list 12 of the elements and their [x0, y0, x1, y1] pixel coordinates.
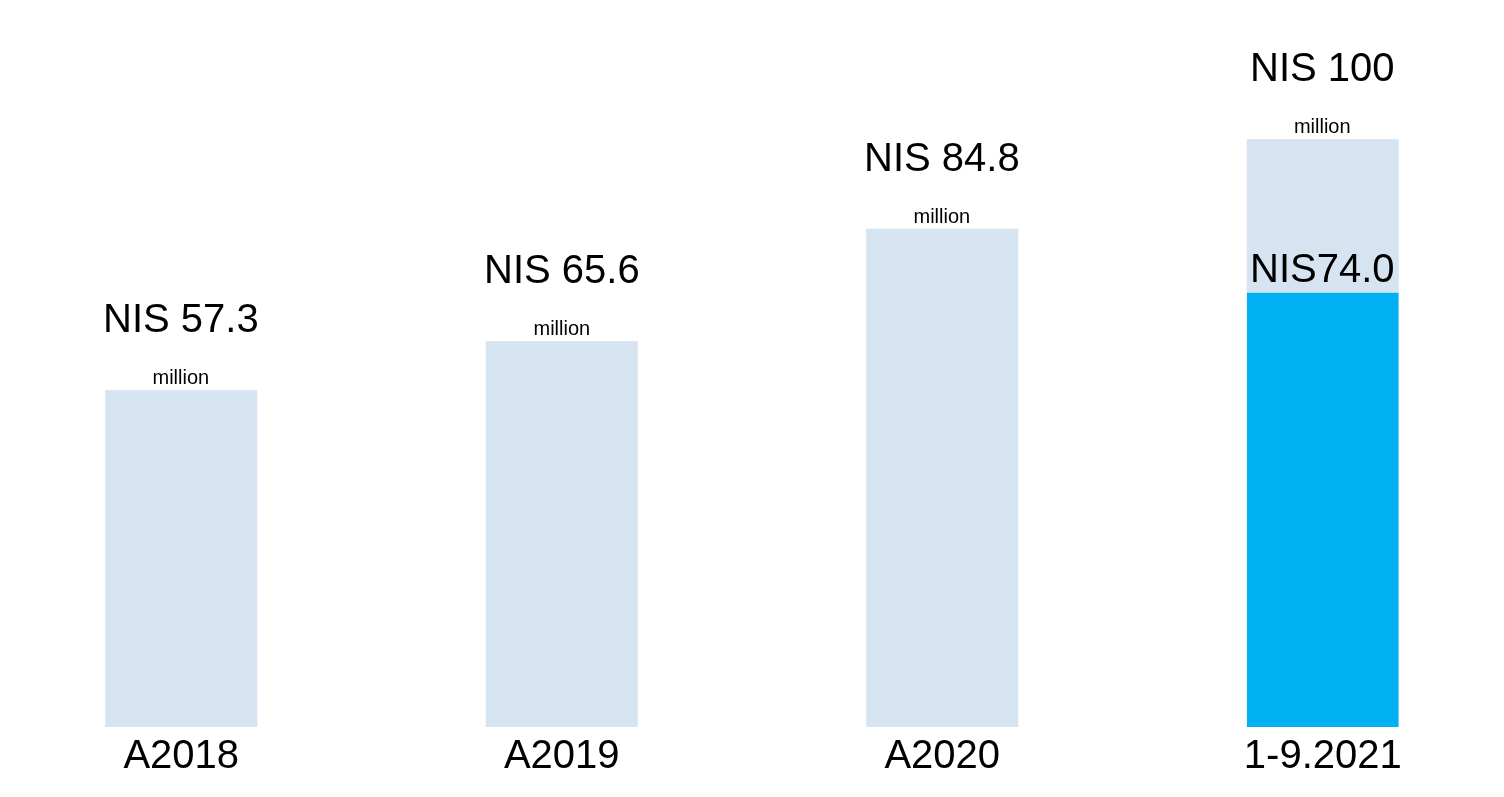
bar — [865, 228, 1019, 727]
data-label: NIS 84.8 million — [864, 135, 1020, 227]
x-tick-label: 1-9.2021 — [1243, 732, 1402, 776]
bar — [485, 341, 639, 727]
x-tick-label: A2018 — [123, 732, 240, 776]
x-tick-label: A2020 — [884, 732, 1001, 776]
data-label: NIS 65.6 million — [484, 247, 640, 339]
bar — [104, 390, 258, 727]
data-label: NIS74.0 — [1250, 246, 1395, 290]
x-tick-label: A2019 — [503, 732, 620, 776]
data-label: NIS 57.3 million — [103, 296, 259, 388]
total-label: NIS 100 million — [1250, 45, 1395, 137]
